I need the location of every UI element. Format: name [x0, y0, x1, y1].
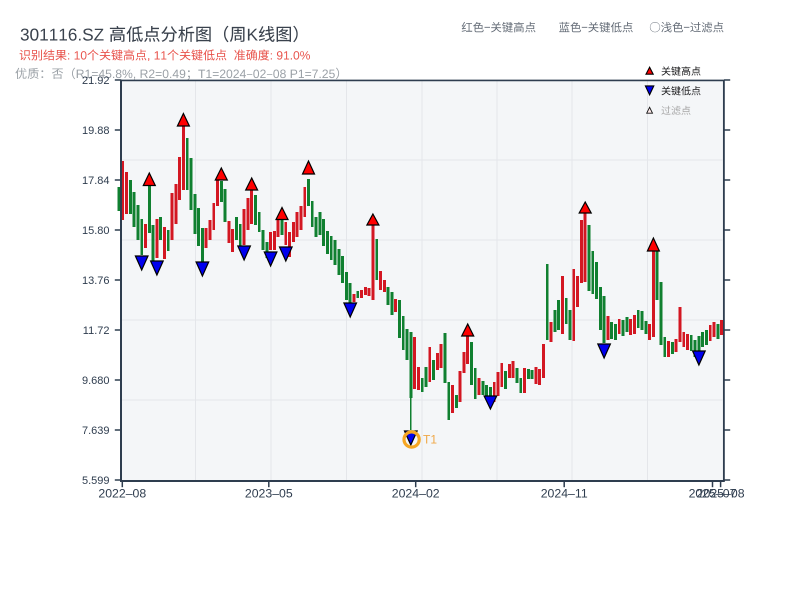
svg-text:21.92: 21.92	[82, 75, 110, 87]
svg-text:2025–08: 2025–08	[697, 487, 745, 501]
svg-text:7.639: 7.639	[82, 425, 110, 437]
svg-text:11.72: 11.72	[83, 325, 110, 337]
svg-text:2024–02: 2024–02	[392, 487, 440, 501]
svg-text:2024–11: 2024–11	[541, 487, 588, 501]
svg-text:5.599: 5.599	[82, 475, 110, 487]
svg-text:13.76: 13.76	[82, 275, 110, 287]
svg-text:19.88: 19.88	[82, 125, 110, 137]
svg-text:9.680: 9.680	[82, 375, 110, 387]
svg-text:2023–05: 2023–05	[245, 487, 293, 501]
svg-text:2022–08: 2022–08	[98, 487, 146, 501]
svg-text:2025–07: 2025–07	[689, 487, 737, 501]
svg-text:T1: T1	[423, 433, 437, 447]
svg-text:17.84: 17.84	[82, 175, 110, 187]
svg-text:15.80: 15.80	[82, 225, 110, 237]
